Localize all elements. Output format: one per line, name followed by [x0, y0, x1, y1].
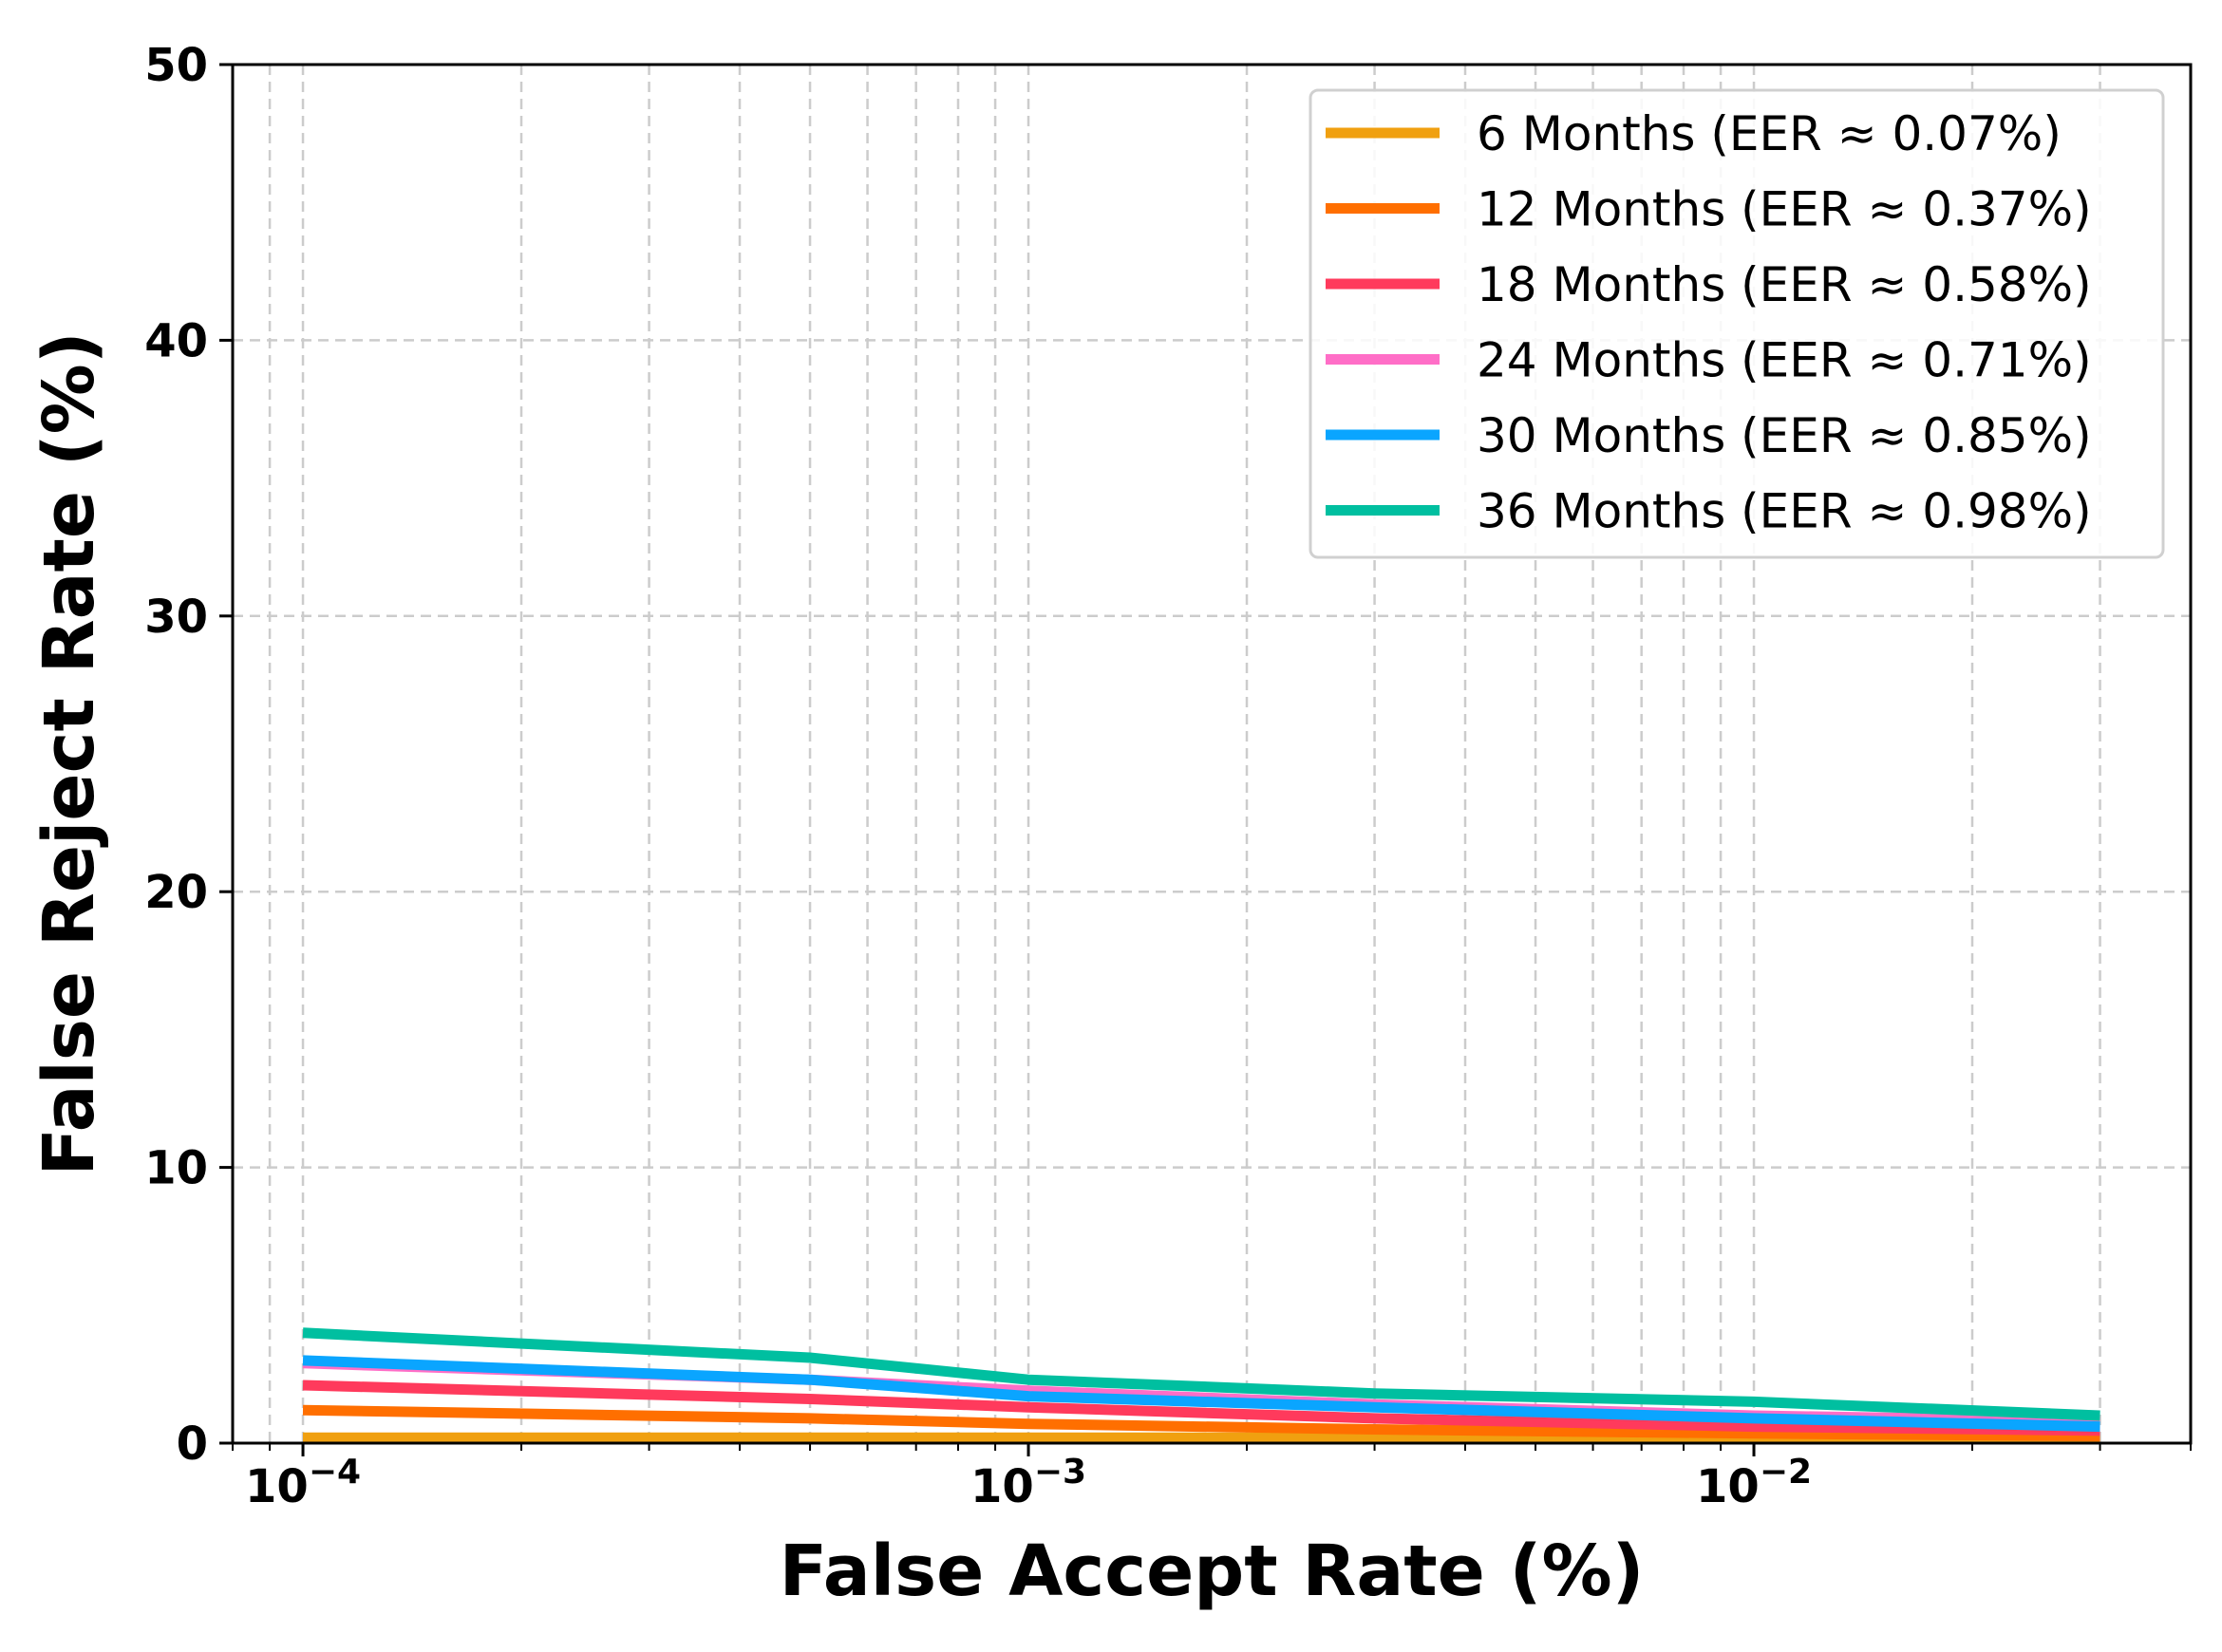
x-tick-label: 10−3 — [970, 1453, 1086, 1513]
axis-ticks: 10−4 10−3 10−2 0 10 20 30 40 50 — [144, 39, 2192, 1513]
series-line-5 — [302, 1355, 2100, 1433]
series-line-6 — [302, 1327, 2100, 1421]
legend: 6 Months (EER ≈ 0.07%) 12 Months (EER ≈ 0… — [1309, 88, 2165, 559]
x-tick-label: 10−2 — [1696, 1453, 1812, 1513]
legend-label: 12 Months (EER ≈ 0.37%) — [1477, 182, 2092, 237]
legend-label: 24 Months (EER ≈ 0.71%) — [1477, 333, 2092, 388]
plot-area-frame — [231, 63, 2193, 1445]
y-axis-title: False Reject Rate (%) — [28, 331, 110, 1175]
y-tick-label: 40 — [144, 314, 208, 367]
legend-frame — [1309, 88, 2165, 559]
legend-label: 18 Months (EER ≈ 0.58%) — [1477, 257, 2092, 312]
legend-label: 36 Months (EER ≈ 0.98%) — [1477, 484, 2092, 539]
y-tick-label: 10 — [144, 1142, 208, 1195]
x-axis-title: False Accept Rate (%) — [780, 1530, 1645, 1612]
x-tick-label: 10−4 — [245, 1453, 361, 1513]
legend-label: 6 Months (EER ≈ 0.07%) — [1477, 106, 2062, 161]
y-tick-label: 20 — [144, 866, 208, 919]
grid-lines — [231, 63, 2193, 1445]
y-tick-label: 30 — [144, 591, 208, 644]
series-line-2 — [302, 1404, 2100, 1442]
series-lines — [302, 1327, 2100, 1445]
y-tick-label: 50 — [144, 39, 208, 92]
legend-label: 30 Months (EER ≈ 0.85%) — [1477, 408, 2092, 463]
y-tick-label: 0 — [177, 1417, 208, 1471]
series-line-3 — [302, 1380, 2100, 1436]
